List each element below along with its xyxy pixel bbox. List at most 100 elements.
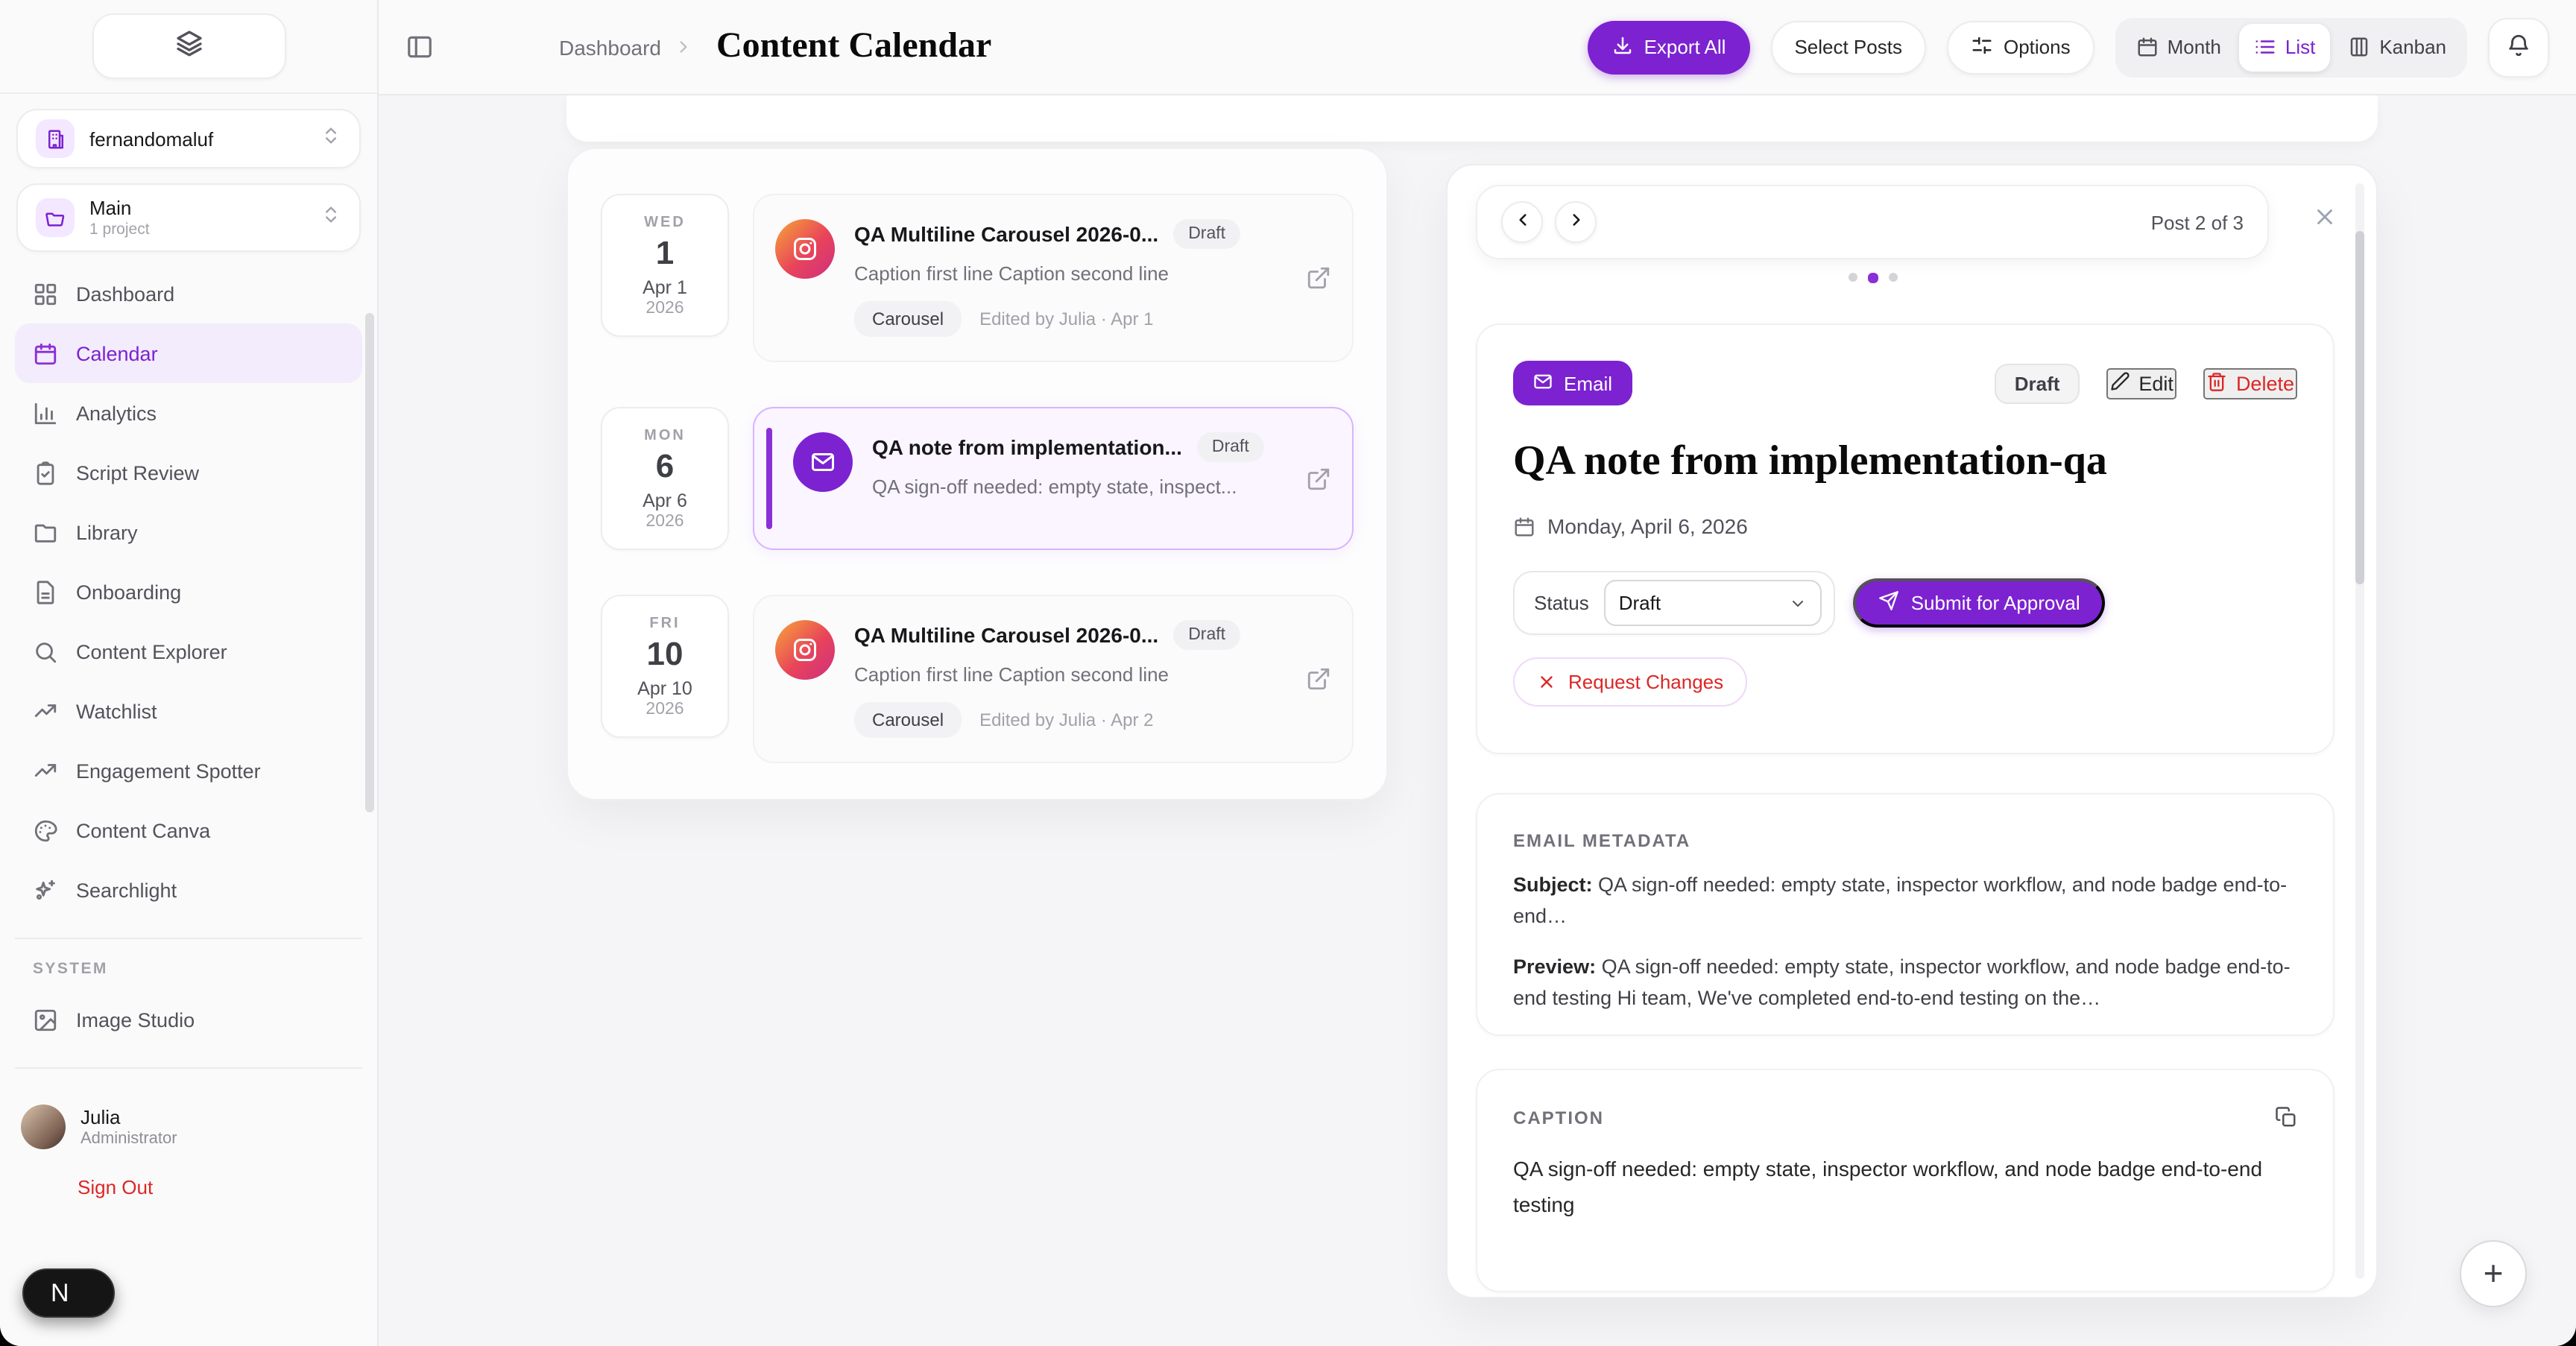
content-area: WED 1 Apr 1 2026 QA Multiline Carousel 2… (379, 95, 2576, 1346)
chevron-left-icon (1512, 210, 1532, 234)
post-caption: QA sign-off needed: empty state, inspect… (872, 475, 1237, 498)
date-box: FRI 10 Apr 10 2026 (601, 595, 729, 738)
sidebar-item-watchlist[interactable]: Watchlist (15, 681, 362, 741)
post-title: QA Multiline Carousel 2026-0... (854, 222, 1159, 246)
dev-tools-badge-label: N (51, 1278, 69, 1306)
sidebar: fernandomaluf Main 1 project Dashboard (0, 0, 379, 1346)
sidebar-item-label: Content Explorer (76, 640, 227, 663)
sidebar-item-label: Onboarding (76, 581, 182, 603)
copy-icon[interactable] (2275, 1106, 2297, 1128)
sidebar-toggle-icon[interactable] (405, 33, 434, 61)
sidebar-item-script-review[interactable]: Script Review (15, 443, 362, 502)
email-metadata-heading: EMAIL METADATA (1513, 830, 1691, 851)
date-label: Apr 10 (637, 677, 692, 698)
external-link-icon[interactable] (1306, 466, 1331, 491)
subject-text: QA sign-off needed: empty state, inspect… (1513, 873, 2288, 927)
sidebar-item-label: Engagement Spotter (76, 759, 261, 782)
post-card[interactable]: QA Multiline Carousel 2026-0... Draft Ca… (753, 595, 1354, 763)
view-month-tab[interactable]: Month (2121, 23, 2236, 71)
export-all-button[interactable]: Export All (1587, 20, 1750, 74)
sidebar-item-searchlight[interactable]: Searchlight (15, 860, 362, 920)
external-link-icon[interactable] (1306, 666, 1331, 692)
post-caption: Caption first line Caption second line (854, 262, 1169, 285)
sidebar-item-label: Image Studio (76, 1008, 195, 1031)
external-link-icon[interactable] (1306, 265, 1331, 291)
sidebar-item-content-canva[interactable]: Content Canva (15, 800, 362, 860)
project-selector[interactable]: Main 1 project (16, 183, 361, 252)
plus-icon: + (2483, 1254, 2504, 1292)
email-metadata-card: EMAIL METADATA Subject: QA sign-off need… (1476, 793, 2334, 1036)
status-select[interactable]: Draft (1603, 580, 1822, 626)
workspace-selector[interactable]: fernandomaluf (16, 109, 361, 168)
x-icon (1537, 672, 1556, 692)
sidebar-nav: Dashboard Calendar Analytics Script Revi… (15, 264, 362, 920)
post-card[interactable]: QA Multiline Carousel 2026-0... Draft Ca… (753, 194, 1354, 362)
post-status-badge: Draft (1173, 219, 1241, 249)
sidebar-item-analytics[interactable]: Analytics (15, 383, 362, 443)
system-section-label: SYSTEM (33, 960, 108, 978)
breadcrumb-dashboard[interactable]: Dashboard (559, 35, 661, 59)
view-switcher: Month List Kanban (2115, 17, 2467, 77)
bar-chart-icon (33, 400, 58, 426)
subject-label: Subject: (1513, 873, 1593, 896)
post-detail-card: Email Draft Edit Delete (1476, 323, 2334, 754)
sidebar-item-calendar[interactable]: Calendar (15, 323, 362, 383)
sidebar-item-onboarding[interactable]: Onboarding (15, 562, 362, 622)
view-list-tab[interactable]: List (2238, 23, 2331, 71)
weekday-label: FRI (649, 615, 681, 631)
delete-button[interactable]: Delete (2203, 367, 2297, 399)
sidebar-scrollbar-thumb[interactable] (365, 313, 374, 812)
edit-button[interactable]: Edit (2106, 367, 2176, 399)
close-icon[interactable] (2312, 204, 2337, 230)
add-post-button[interactable]: + (2460, 1240, 2527, 1307)
notifications-button[interactable] (2488, 17, 2549, 77)
sign-out-link[interactable]: Sign Out (78, 1176, 154, 1198)
sidebar-logo-strip (0, 0, 377, 94)
pager-dot[interactable] (1848, 273, 1857, 282)
request-changes-button[interactable]: Request Changes (1513, 657, 1748, 707)
sidebar-item-library[interactable]: Library (15, 502, 362, 562)
sidebar-item-label: Dashboard (76, 282, 175, 305)
app-logo-button[interactable] (92, 13, 285, 79)
date-label: Apr 6 (643, 490, 687, 511)
calendar-day-row: WED 1 Apr 1 2026 QA Multiline Carousel 2… (601, 194, 1354, 362)
sidebar-item-engagement-spotter[interactable]: Engagement Spotter (15, 741, 362, 800)
post-edited-meta: Edited by Julia · Apr 1 (979, 309, 1154, 329)
previous-post-button[interactable] (1501, 201, 1543, 243)
next-post-button[interactable] (1555, 201, 1597, 243)
chevron-right-icon (1566, 210, 1585, 234)
sidebar-item-dashboard[interactable]: Dashboard (15, 264, 362, 323)
layers-icon (174, 28, 203, 65)
chevron-down-icon (1789, 594, 1807, 612)
view-month-label: Month (2167, 36, 2221, 58)
weekday-label: WED (644, 214, 686, 230)
send-icon (1878, 590, 1899, 616)
sidebar-item-label: Script Review (76, 461, 200, 484)
grid-icon (33, 281, 58, 306)
year-label: 2026 (645, 512, 684, 530)
post-detail-title: QA note from implementation-qa (1513, 438, 2107, 484)
sidebar-item-label: Analytics (76, 402, 157, 424)
post-card-selected[interactable]: QA note from implementation... Draft QA … (753, 407, 1354, 550)
post-edited-meta: Edited by Julia · Apr 2 (979, 710, 1154, 730)
caption-card: CAPTION QA sign-off needed: empty state,… (1476, 1069, 2334, 1292)
folder-open-icon (36, 198, 75, 237)
user-profile[interactable]: Julia Administrator (0, 1087, 377, 1155)
panel-scrollbar-thumb[interactable] (2355, 231, 2364, 584)
sidebar-item-content-explorer[interactable]: Content Explorer (15, 622, 362, 681)
submit-for-approval-button[interactable]: Submit for Approval (1852, 578, 2106, 628)
dev-tools-badge[interactable]: N (22, 1268, 115, 1318)
sidebar-item-image-studio[interactable]: Image Studio (15, 990, 362, 1049)
view-kanban-tab[interactable]: Kanban (2333, 23, 2461, 71)
options-button[interactable]: Options (1946, 20, 2094, 74)
select-posts-button[interactable]: Select Posts (1770, 20, 1926, 74)
sidebar-item-label: Searchlight (76, 879, 177, 901)
pager-dot[interactable] (1888, 273, 1897, 282)
year-label: 2026 (645, 299, 684, 317)
pager-dot-active[interactable] (1867, 272, 1878, 282)
calendar-list: WED 1 Apr 1 2026 QA Multiline Carousel 2… (566, 148, 1388, 800)
image-icon (33, 1007, 58, 1032)
post-type-label: Email (1564, 372, 1613, 394)
preview-label: Preview: (1513, 955, 1597, 978)
date-label: Apr 1 (643, 277, 687, 297)
